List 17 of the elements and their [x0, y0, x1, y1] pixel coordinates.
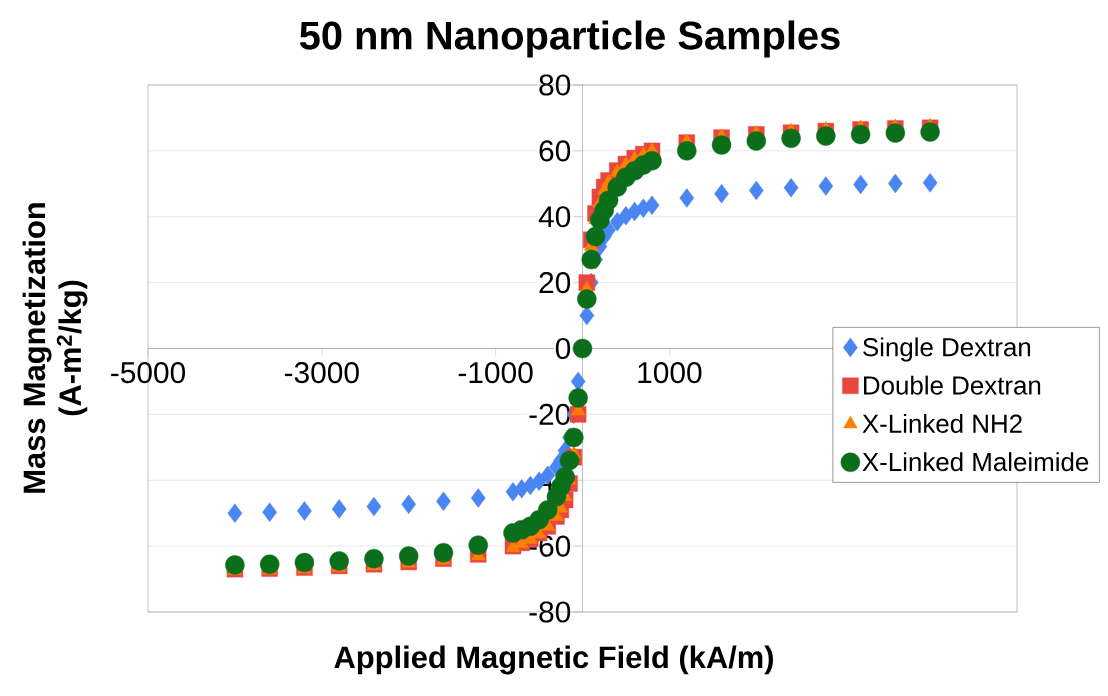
y-tick-label: -20 — [529, 403, 571, 425]
y-tick-label: 40 — [538, 206, 571, 228]
x-tick-label: -5000 — [111, 362, 186, 384]
x-tick-label: 1000 — [638, 362, 702, 384]
x-tick-label: -3000 — [284, 362, 359, 384]
y-tick-label: -80 — [529, 601, 571, 623]
legend-label: X-Linked Maleimide — [862, 452, 1089, 472]
legend-label: Single Dextran — [863, 337, 1031, 362]
y-tick-label: 80 — [539, 74, 571, 96]
y-tick-label: 20 — [539, 272, 571, 294]
legend-label: X-Linked NH2 — [862, 413, 1022, 433]
x-tick-label: -1000 — [458, 362, 533, 384]
y-tick-label: 60 — [539, 140, 571, 162]
legend-label: Double Dextran — [864, 375, 1041, 395]
x-axis-title: Applied Magnetic Field (kA/m) — [334, 645, 773, 675]
chart-title: 50 nm Nanoparticle Samples — [299, 20, 840, 58]
y-tick-label: 0 — [555, 337, 571, 360]
